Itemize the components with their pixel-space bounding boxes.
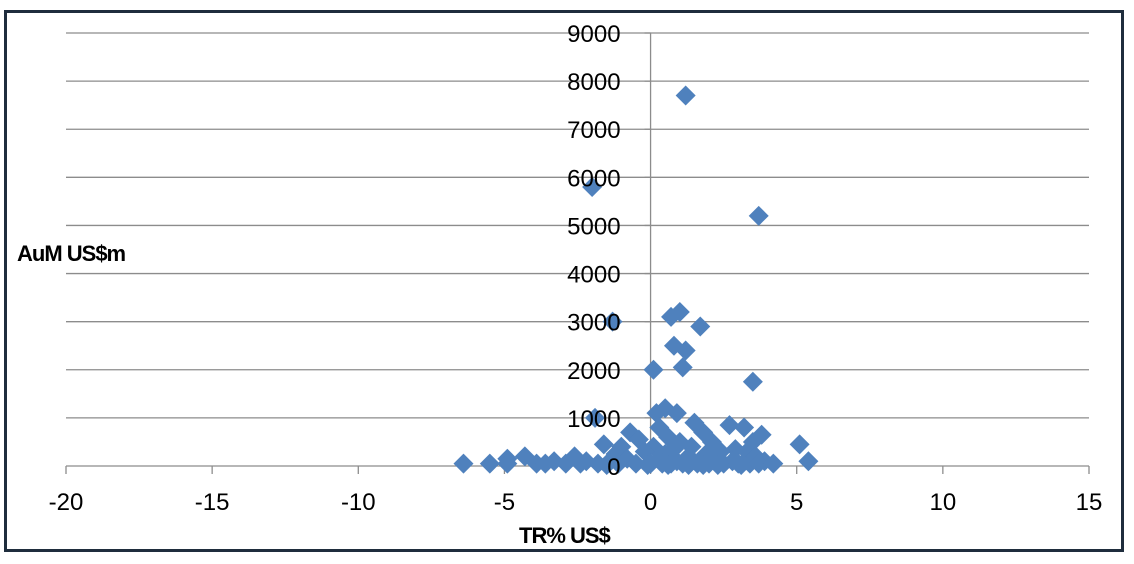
data-point-82 — [596, 455, 617, 476]
gridlines — [66, 32, 1089, 419]
y-tick-label-5: 5000 — [567, 213, 620, 240]
data-point-58 — [497, 453, 518, 474]
data-point-2 — [748, 205, 769, 226]
data-point-10 — [643, 359, 664, 380]
data-point-56 — [453, 453, 474, 474]
y-tick-labels: 0 1000 2000 3000 4000 5000 6000 7000 8000 9000 — [567, 21, 620, 481]
chart-frame: 0 1000 2000 3000 4000 5000 6000 7000 8000 9000 -2… — [4, 10, 1124, 552]
data-point-83 — [693, 455, 714, 476]
data-point-61 — [555, 453, 576, 474]
data-point-14 — [666, 403, 687, 424]
x-tick-label-6: 10 — [930, 489, 957, 516]
data-point-13 — [646, 403, 667, 424]
data-point-77 — [637, 455, 658, 476]
data-point-4 — [661, 306, 682, 327]
y-axis-title: AuM US$m — [17, 241, 126, 266]
y-tick-label-0: 0 — [607, 454, 620, 481]
x-tick-label-4: 0 — [644, 489, 657, 516]
data-point-57 — [479, 453, 500, 474]
data-point-8 — [675, 340, 696, 361]
data-point-15 — [585, 407, 606, 428]
y-tick-label-6: 6000 — [567, 165, 620, 192]
data-point-79 — [678, 455, 699, 476]
data-points — [453, 85, 819, 476]
data-point-78 — [658, 455, 679, 476]
x-tick-label-1: -15 — [195, 489, 230, 516]
x-tick-label-3: -5 — [494, 489, 515, 516]
data-point-60 — [535, 453, 556, 474]
y-tick-label-4: 4000 — [567, 262, 620, 289]
x-tick-label-2: -10 — [341, 489, 376, 516]
x-tick-label-5: 5 — [790, 489, 803, 516]
x-tick-label-7: 15 — [1076, 489, 1103, 516]
y-tick-label-8: 8000 — [567, 69, 620, 96]
y-tick-label-7: 7000 — [567, 117, 620, 144]
x-tick-labels: -20 -15 -10 -5 0 5 10 15 — [49, 489, 1103, 516]
data-point-76 — [763, 453, 784, 474]
data-point-11 — [742, 371, 763, 392]
data-point-18 — [734, 417, 755, 438]
data-point-80 — [707, 455, 728, 476]
data-point-62 — [570, 453, 591, 474]
data-point-29 — [593, 434, 614, 455]
data-point-64 — [608, 453, 629, 474]
data-point-75 — [748, 453, 769, 474]
y-tick-label-1: 1000 — [567, 406, 620, 433]
data-point-28 — [789, 434, 810, 455]
data-point-5 — [690, 316, 711, 337]
x-tick-label-0: -20 — [49, 489, 84, 516]
data-point-17 — [719, 415, 740, 436]
y-tick-label-3: 3000 — [567, 310, 620, 337]
x-axis-title: TR% US$ — [519, 523, 611, 548]
y-tick-label-2: 2000 — [567, 358, 620, 385]
data-point-9 — [672, 357, 693, 378]
data-point-49 — [798, 451, 819, 472]
scatter-chart: 0 1000 2000 3000 4000 5000 6000 7000 8000 9000 -2… — [17, 21, 1103, 548]
data-point-1 — [582, 176, 603, 197]
y-tick-label-9: 9000 — [567, 21, 620, 48]
data-point-81 — [731, 455, 752, 476]
data-point-6 — [602, 311, 623, 332]
data-point-0 — [675, 85, 696, 106]
data-point-65 — [625, 453, 646, 474]
